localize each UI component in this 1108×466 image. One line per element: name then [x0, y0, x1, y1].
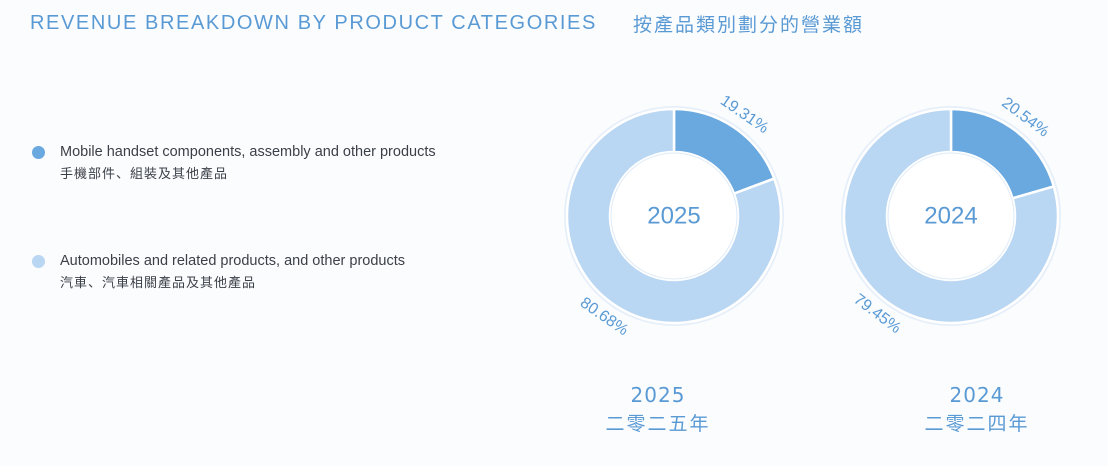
legend-item-auto: Automobiles and related products, and ot…: [32, 251, 502, 293]
legend-item-mobile: Mobile handset components, assembly and …: [32, 142, 502, 184]
year-label-2024-zh: 二零二四年: [924, 413, 1030, 435]
donut-halo-2024: [841, 106, 1061, 326]
year-label-2024-en: 2024: [949, 383, 1005, 407]
slice-auto-2025: [565, 107, 783, 325]
legend-label-mobile-zh: 手機部件、組裝及其他產品: [60, 166, 229, 181]
donut-hole-2024: [887, 152, 1015, 280]
legend-label-auto-en: Automobiles and related products, and ot…: [60, 253, 405, 269]
donut-hole-2025: [610, 152, 738, 280]
year-label-2025-en: 2025: [630, 383, 686, 407]
slice-auto-2024: [842, 107, 1060, 325]
year-label-2025-zh: 二零二五年: [605, 413, 711, 435]
legend-dot-auto: [32, 255, 45, 268]
donut-center-label-2024: 2024: [924, 202, 977, 229]
page-title: REVENUE BREAKDOWN BY PRODUCT CATEGORIES …: [30, 9, 864, 37]
donut-halo-2025: [564, 106, 784, 326]
year-caption-2024: 2024 二零二四年: [897, 382, 1057, 440]
legend-dot-mobile: [32, 146, 45, 159]
legend-label-mobile-en: Mobile handset components, assembly and …: [60, 144, 436, 160]
legend-label-auto-zh: 汽車、汽車相關產品及其他產品: [60, 275, 257, 290]
year-caption-2025: 2025 二零二五年: [578, 382, 738, 440]
title-chinese: 按產品類別劃分的營業額: [632, 13, 864, 36]
title-english: REVENUE BREAKDOWN BY PRODUCT CATEGORIES: [30, 11, 597, 34]
donut-center-label-2025: 2025: [647, 202, 700, 229]
